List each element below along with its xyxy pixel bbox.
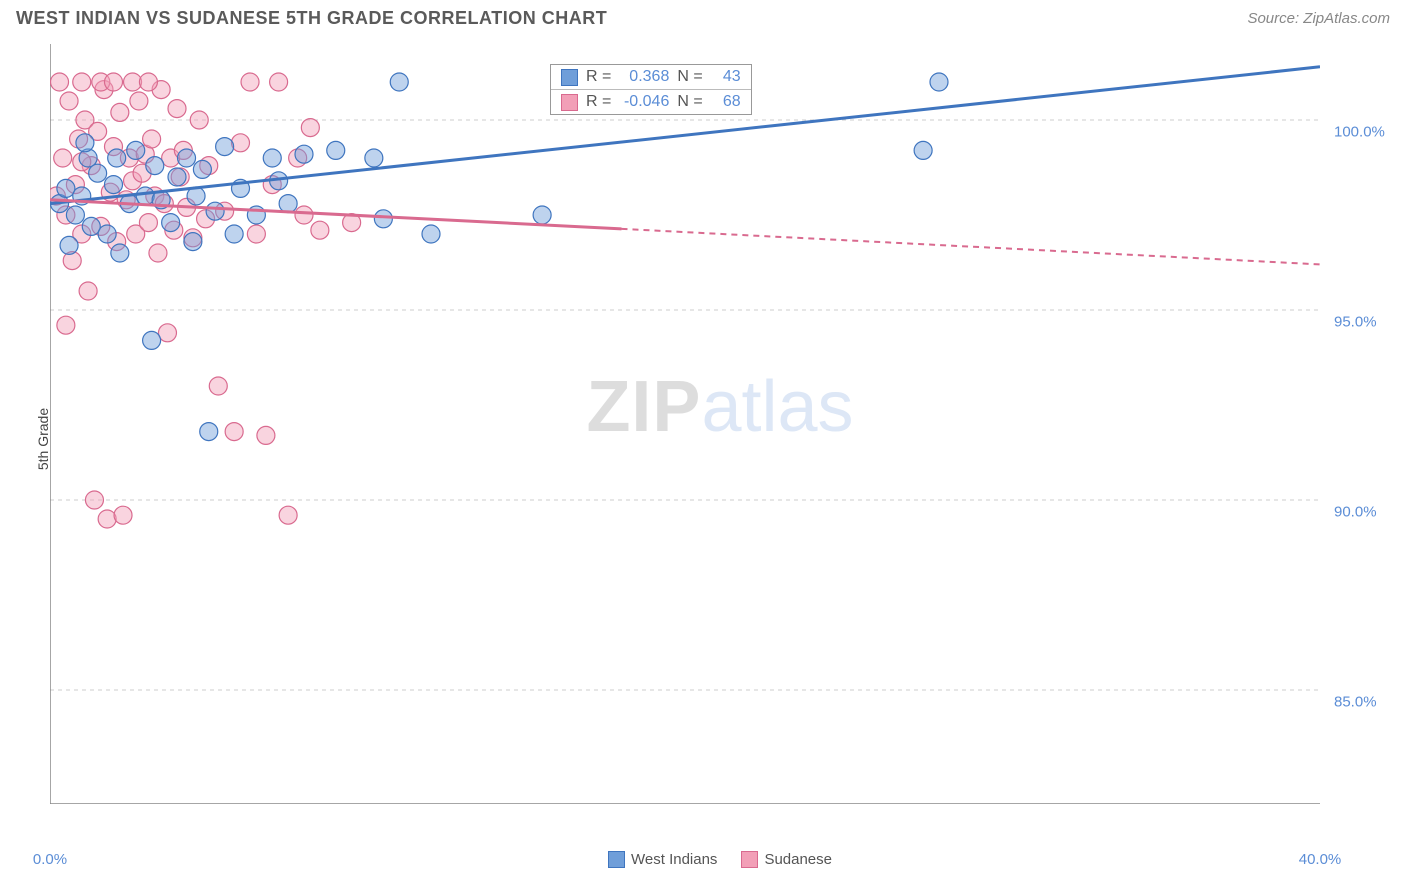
legend-swatch — [741, 851, 758, 868]
data-point — [73, 73, 91, 91]
data-point — [168, 168, 186, 186]
data-point — [178, 149, 196, 167]
stats-row: R = 0.368 N = 43 — [551, 65, 751, 89]
data-point — [130, 92, 148, 110]
data-point — [279, 195, 297, 213]
data-point — [85, 491, 103, 509]
data-point — [914, 141, 932, 159]
chart-source: Source: ZipAtlas.com — [1247, 10, 1390, 27]
data-point — [98, 510, 116, 528]
legend-item: Sudanese — [741, 851, 832, 868]
y-tick-label: 90.0% — [1334, 504, 1377, 521]
trend-line-extrapolated — [622, 229, 1321, 265]
y-tick-label: 95.0% — [1334, 314, 1377, 331]
data-point — [146, 157, 164, 175]
data-point — [139, 73, 157, 91]
data-point — [200, 423, 218, 441]
stats-swatch — [561, 94, 578, 111]
data-point — [149, 244, 167, 262]
data-point — [232, 134, 250, 152]
data-point — [279, 506, 297, 524]
data-point — [327, 141, 345, 159]
data-point — [98, 225, 116, 243]
data-point — [257, 426, 275, 444]
x-tick-label: 40.0% — [1299, 851, 1342, 868]
data-point — [216, 138, 234, 156]
data-point — [105, 176, 123, 194]
data-point — [127, 141, 145, 159]
data-point — [57, 179, 75, 197]
chart-header: WEST INDIAN VS SUDANESE 5TH GRADE CORREL… — [0, 0, 1406, 33]
x-tick-label: 0.0% — [33, 851, 67, 868]
data-point — [54, 149, 72, 167]
data-point — [184, 233, 202, 251]
legend-item: West Indians — [608, 851, 717, 868]
chart-title: WEST INDIAN VS SUDANESE 5TH GRADE CORREL… — [16, 8, 607, 29]
data-point — [241, 73, 259, 91]
data-point — [390, 73, 408, 91]
stat-r-value: -0.046 — [619, 93, 669, 111]
data-point — [247, 225, 265, 243]
data-point — [162, 214, 180, 232]
data-point — [374, 210, 392, 228]
stat-r-value: 0.368 — [619, 68, 669, 86]
y-tick-label: 85.0% — [1334, 694, 1377, 711]
data-point — [225, 423, 243, 441]
data-point — [79, 282, 97, 300]
data-point — [270, 73, 288, 91]
data-point — [301, 119, 319, 137]
data-point — [193, 160, 211, 178]
data-point — [295, 145, 313, 163]
data-point — [108, 149, 126, 167]
legend-label: Sudanese — [764, 851, 832, 868]
data-point — [111, 244, 129, 262]
data-point — [76, 134, 94, 152]
stat-r-label: R = — [586, 68, 611, 86]
data-point — [114, 506, 132, 524]
data-point — [60, 92, 78, 110]
data-point — [190, 111, 208, 129]
data-point — [263, 149, 281, 167]
stat-n-value: 68 — [711, 93, 741, 111]
data-point — [136, 187, 154, 205]
data-point — [57, 316, 75, 334]
data-point — [295, 206, 313, 224]
stat-n-label: N = — [677, 93, 702, 111]
data-point — [206, 202, 224, 220]
data-point — [225, 225, 243, 243]
stat-r-label: R = — [586, 93, 611, 111]
data-point — [930, 73, 948, 91]
stats-box: R = 0.368 N = 43 R = -0.046 N = 68 — [550, 64, 752, 115]
y-tick-label: 100.0% — [1334, 124, 1385, 141]
data-point — [60, 236, 78, 254]
data-point — [143, 331, 161, 349]
data-point — [365, 149, 383, 167]
legend: West Indians Sudanese — [608, 851, 832, 868]
data-point — [66, 206, 84, 224]
scatter-chart-svg — [50, 44, 1320, 804]
data-point — [105, 73, 123, 91]
data-point — [533, 206, 551, 224]
legend-label: West Indians — [631, 851, 717, 868]
data-point — [51, 73, 69, 91]
data-point — [158, 324, 176, 342]
data-point — [143, 130, 161, 148]
data-point — [311, 221, 329, 239]
data-point — [139, 214, 157, 232]
data-point — [82, 217, 100, 235]
data-point — [89, 164, 107, 182]
stat-n-value: 43 — [711, 68, 741, 86]
data-point — [422, 225, 440, 243]
data-point — [111, 103, 129, 121]
stat-n-label: N = — [677, 68, 702, 86]
chart-area: 5th Grade ZIPatlas 85.0%90.0%95.0%100.0%… — [50, 44, 1390, 834]
y-axis-label: 5th Grade — [35, 408, 51, 470]
stats-row: R = -0.046 N = 68 — [551, 89, 751, 114]
stats-swatch — [561, 69, 578, 86]
legend-swatch — [608, 851, 625, 868]
data-point — [209, 377, 227, 395]
data-point — [168, 100, 186, 118]
